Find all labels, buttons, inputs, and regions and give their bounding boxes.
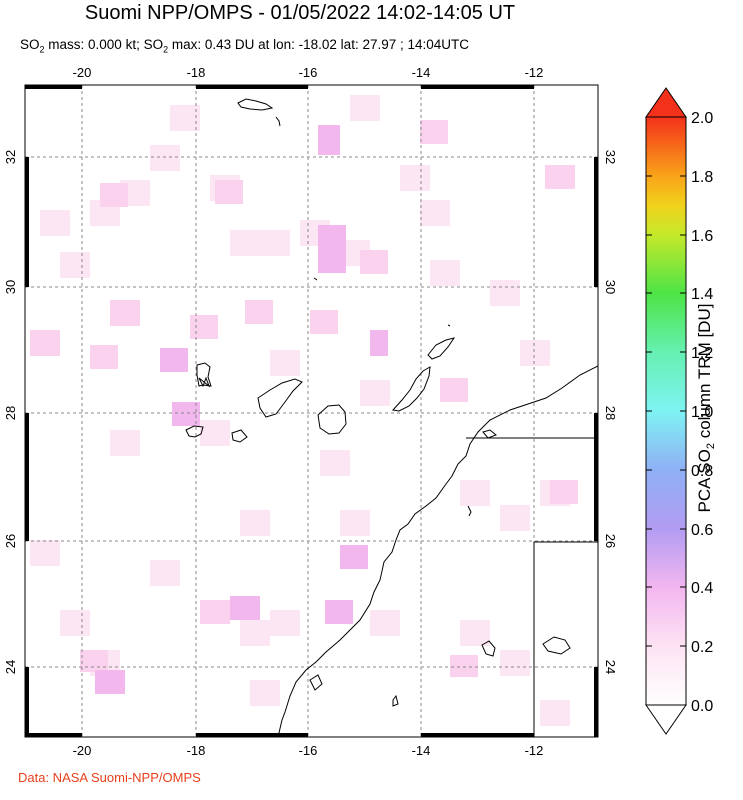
lat-tick-label: 24: [3, 660, 18, 674]
lon-tick-label: -12: [525, 65, 544, 80]
colorbar-tick-label: 1.0: [691, 404, 713, 421]
colorbar-tick-label: 1.4: [691, 286, 713, 303]
lat-tick-label: 30: [603, 280, 618, 294]
lon-tick-label: -18: [187, 65, 206, 80]
colorbar: 0.0 0.2 0.4 0.6 0.8 1.0 1.2 1.4 1.6 1.8 …: [645, 87, 713, 735]
lat-tick-label: 26: [603, 534, 618, 548]
colorbar-tick-label: 0.2: [691, 639, 713, 656]
colorbar-tick-label: 0.0: [691, 698, 713, 715]
lat-labels: 24 26 28 30 32 24 26 28 30 32: [3, 150, 618, 674]
graticule: [25, 85, 598, 737]
colorbar-tick-labels: 0.0 0.2 0.4 0.6 0.8 1.0 1.2 1.4 1.6 1.8 …: [691, 110, 713, 715]
colorbar-tick-label: 1.8: [691, 169, 713, 186]
data-credit: Data: NASA Suomi-NPP/OMPS: [18, 770, 201, 785]
lat-tick-label: 24: [603, 660, 618, 674]
map-title: Suomi NPP/OMPS - 01/05/2022 14:02-14:05 …: [84, 2, 516, 24]
coastlines: [185, 98, 598, 737]
lat-tick-label: 32: [3, 150, 18, 164]
lon-tick-label: -12: [525, 743, 544, 758]
colorbar-gradient: [645, 116, 687, 706]
lon-tick-label: -14: [412, 743, 431, 758]
lon-tick-label: -16: [299, 65, 318, 80]
lon-labels: -20 -18 -16 -14 -12 -20 -18 -16 -14 -12: [73, 65, 544, 758]
lat-tick-label: 28: [603, 406, 618, 420]
map-background: [25, 85, 598, 737]
lon-tick-label: -20: [73, 65, 92, 80]
so2-pixels: [30, 95, 578, 726]
map-subtitle: SO2 mass: 0.000 kt; SO2 max: 0.43 DU at …: [20, 37, 470, 55]
lon-tick-label: -16: [299, 743, 318, 758]
map-frame: [24, 84, 599, 738]
colorbar-tick-label: 0.8: [691, 463, 713, 480]
lon-tick-label: -18: [187, 743, 206, 758]
lat-tick-label: 32: [603, 150, 618, 164]
colorbar-min-arrow: [645, 704, 687, 735]
colorbar-ticks: [646, 175, 686, 706]
lon-tick-label: -14: [412, 65, 431, 80]
lat-tick-label: 28: [3, 406, 18, 420]
colorbar-tick-label: 2.0: [691, 110, 713, 127]
colorbar-tick-label: 1.2: [691, 345, 713, 362]
lon-tick-label: -20: [73, 743, 92, 758]
colorbar-max-arrow: [645, 87, 687, 118]
colorbar-tick-label: 1.6: [691, 228, 713, 245]
colorbar-tick-label: 0.6: [691, 522, 713, 539]
colorbar-tick-label: 0.4: [691, 580, 713, 597]
colorbar-label: PCA SO2 column TRM [DU]: [694, 303, 718, 513]
lat-tick-label: 30: [3, 280, 18, 294]
lat-tick-label: 26: [3, 534, 18, 548]
